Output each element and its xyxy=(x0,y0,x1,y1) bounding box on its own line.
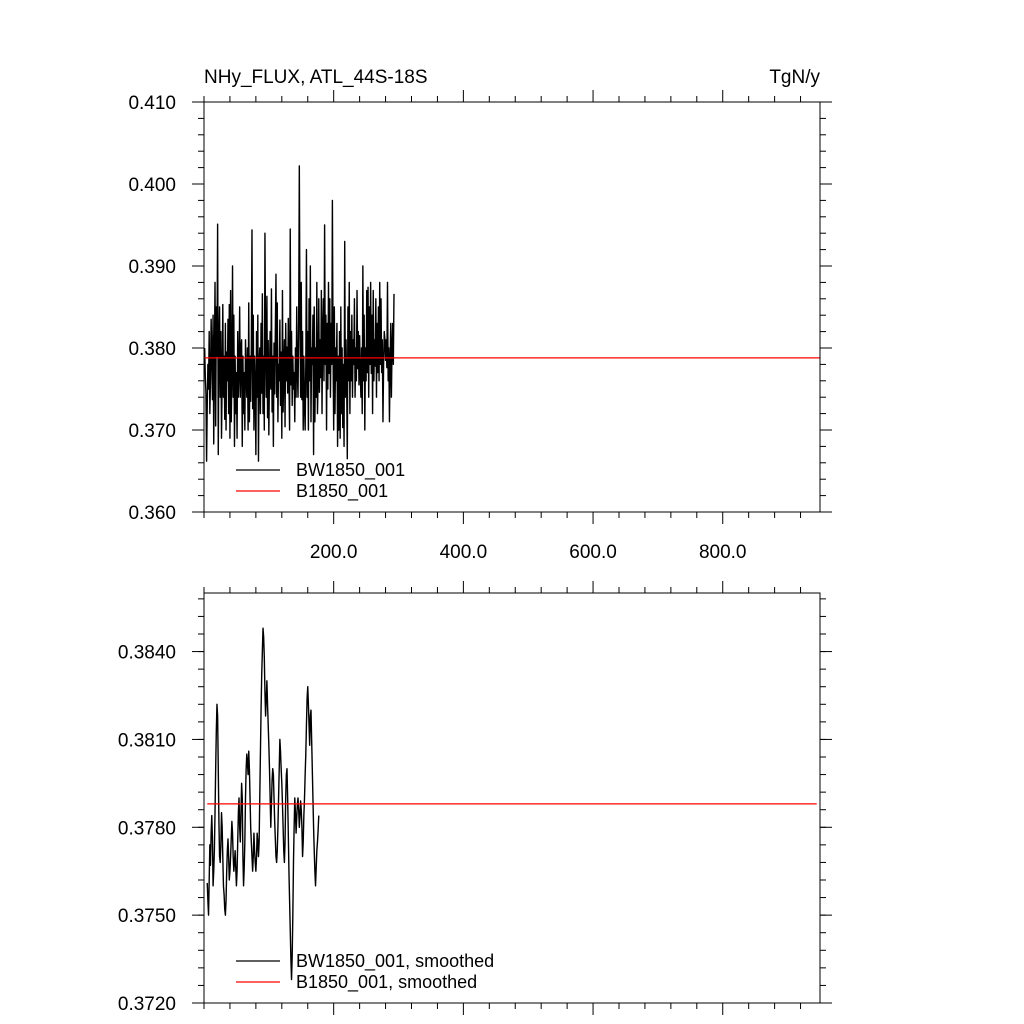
y-tick-label: 0.3780 xyxy=(118,818,176,839)
y-tick-label: 0.380 xyxy=(128,339,176,360)
chart-units: TgN/y xyxy=(769,67,820,88)
legend-label-b1850-smoothed: B1850_001, smoothed xyxy=(296,972,477,993)
bottom-plot-frame xyxy=(203,592,821,1004)
legend-label-bw1850-smoothed: BW1850_001, smoothed xyxy=(296,951,494,972)
y-tick-label: 0.3750 xyxy=(118,906,176,927)
y-tick-label: 0.3720 xyxy=(118,994,176,1015)
legend-label-b1850: B1850_001 xyxy=(296,481,388,502)
x-tick-label: 400.0 xyxy=(440,542,488,563)
y-tick-label: 0.370 xyxy=(128,421,176,442)
bottom-series-line-bw1850 xyxy=(206,627,320,981)
x-tick-label: 800.0 xyxy=(699,542,747,563)
y-tick-label: 0.400 xyxy=(128,175,176,196)
y-tick-label: 0.390 xyxy=(128,257,176,278)
bottom-series-group xyxy=(206,627,817,981)
top-plot-frame xyxy=(203,101,821,513)
top-axis-ticks: 0.360 0.370 0.380 0.390 0.400 0.410 200.0 400.0… xyxy=(128,90,832,563)
y-tick-label: 0.410 xyxy=(128,93,176,114)
y-tick-label: 0.360 xyxy=(128,503,176,524)
y-tick-label: 0.3810 xyxy=(118,730,176,751)
chart-title: NHy_FLUX, ATL_44S-18S xyxy=(204,67,428,88)
top-legend: BW1850_001 B1850_001 xyxy=(236,460,405,502)
x-tick-label: 200.0 xyxy=(310,542,358,563)
top-series-group xyxy=(203,165,820,462)
y-tick-label: 0.3840 xyxy=(118,643,176,664)
top-panel: NHy_FLUX, ATL_44S-18S TgN/y 0.3600.3700.… xyxy=(128,67,832,563)
x-tick-label: 600.0 xyxy=(569,542,617,563)
top-series-line-bw1850 xyxy=(203,165,395,462)
bottom-legend: BW1850_001, smoothed B1850_001, smoothed xyxy=(236,951,494,993)
legend-label-bw1850: BW1850_001 xyxy=(296,460,405,481)
bottom-panel: 0.3720 0.3750 0.3780 0.3810 0.3840 BW1850_00… xyxy=(118,581,832,1015)
bottom-axis-ticks: 0.3720 0.3750 0.3780 0.3810 0.3840 xyxy=(118,581,832,1015)
